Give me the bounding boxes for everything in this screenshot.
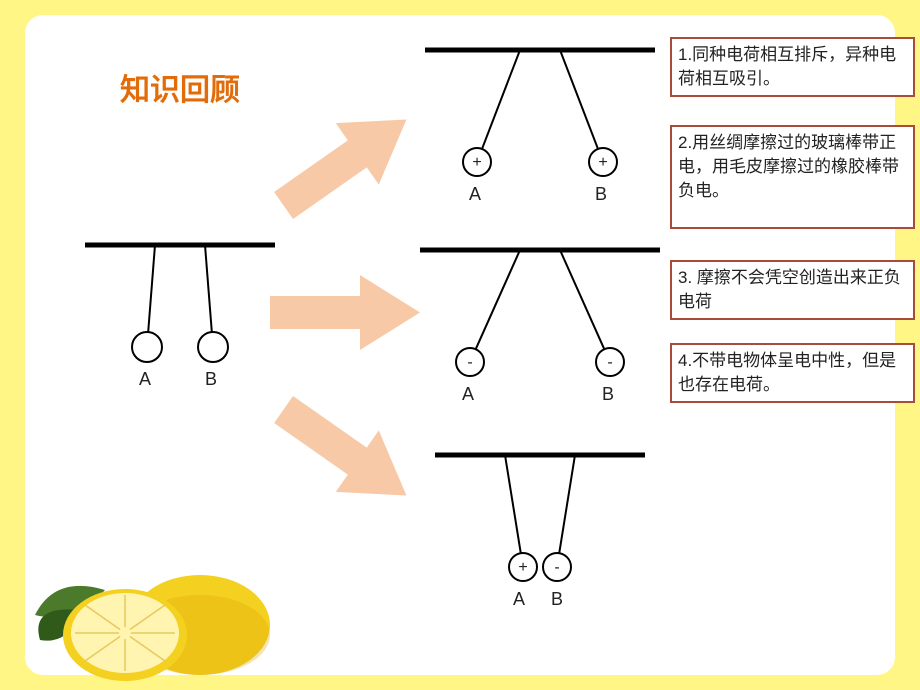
svg-text:B: B: [602, 384, 614, 404]
svg-text:B: B: [595, 184, 607, 204]
arrow-2: [260, 275, 430, 350]
rule-box-2: 2.用丝绸摩擦过的玻璃棒带正电，用毛皮摩擦过的橡胶棒带负电。: [670, 125, 915, 229]
svg-text:-: -: [467, 354, 472, 371]
content-panel: 知识回顾 1.同种电荷相互排斥，异种电荷相互吸引。2.用丝绸摩擦过的玻璃棒带正电…: [25, 15, 895, 675]
svg-text:-: -: [554, 559, 559, 576]
diagram-repel-minus: - A - B: [420, 240, 660, 415]
svg-text:+: +: [472, 154, 481, 171]
rule-box-3: 3. 摩擦不会凭空创造出来正负电荷: [670, 260, 915, 320]
page-title: 知识回顾: [120, 65, 240, 109]
svg-text:+: +: [598, 154, 607, 171]
lemon-decoration: [25, 505, 285, 685]
svg-text:B: B: [205, 369, 217, 389]
svg-text:-: -: [607, 354, 612, 371]
svg-text:A: A: [462, 384, 474, 404]
svg-text:A: A: [469, 184, 481, 204]
svg-text:+: +: [518, 559, 527, 576]
svg-text:A: A: [513, 589, 525, 609]
svg-text:B: B: [551, 589, 563, 609]
diagram-attract: + A - B: [435, 445, 645, 620]
diagram-repel-plus: + A + B: [425, 40, 655, 215]
svg-text:A: A: [139, 369, 151, 389]
diagram-source: AB: [85, 235, 275, 405]
rule-box-4: 4.不带电物体呈电中性，但是也存在电荷。: [670, 343, 915, 403]
rule-box-1: 1.同种电荷相互排斥，异种电荷相互吸引。: [670, 37, 915, 97]
arrow-1: [254, 83, 436, 242]
